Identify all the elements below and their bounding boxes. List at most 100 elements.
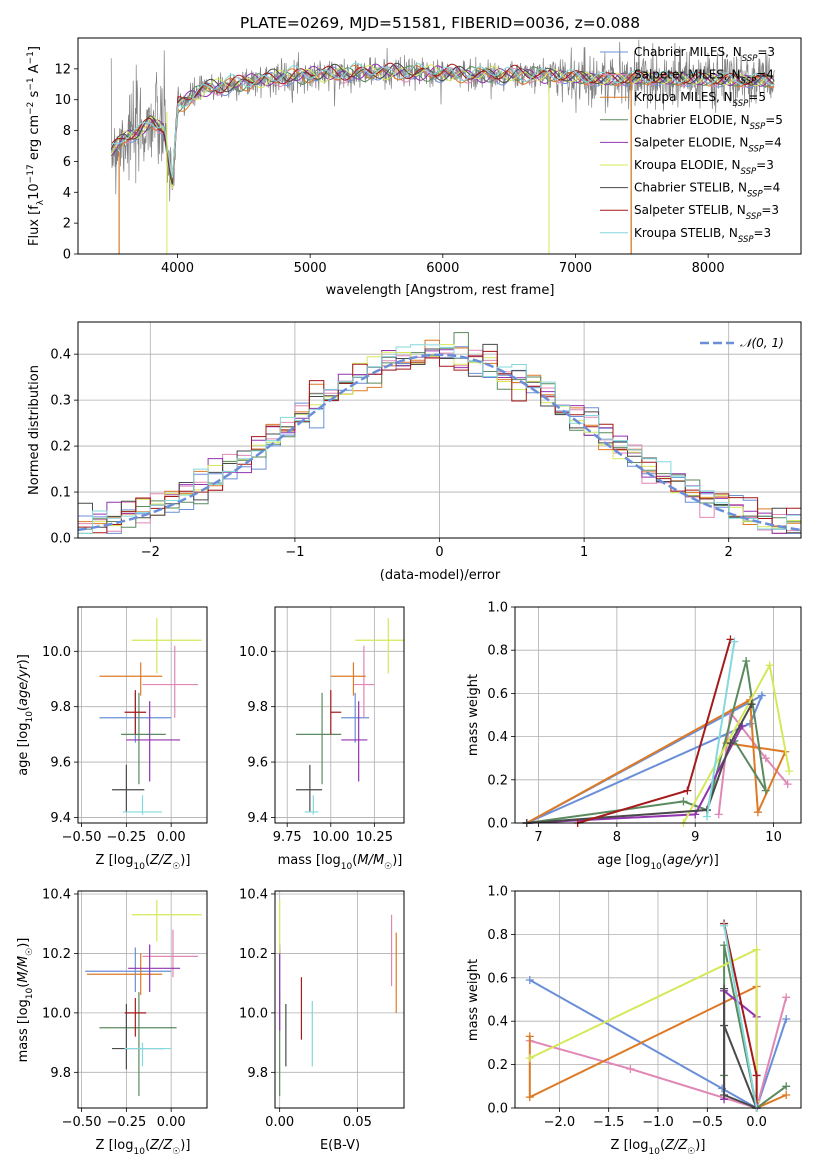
y-tick-label: 9.6 [50,756,71,771]
x-tick-label: 0 [435,545,443,560]
y-tick-label: 9.8 [50,1066,71,1081]
legend-suffix: =4 [764,135,782,149]
model-spectrum-line [111,62,775,179]
mass-weight-line [526,660,767,824]
label-part: ( [352,853,357,868]
label-part: −2 [26,102,36,115]
label-part: ] [27,46,42,51]
x-axis-label: wavelength [Angstrom, rest frame] [326,283,555,298]
label-part: M [16,971,31,982]
x-axis-label: Z [log10(Z/Z☉)] [611,1138,706,1157]
legend-text: Chabrier STELIB, N [634,181,747,195]
axes-Z-weight: −2.0 −1.5 −1.0 −0.5 0.0 0.0 0.2 0.4 0.6 0.8 1.0 Z [… [466,885,802,1157]
x-tick-label: 7000 [559,261,592,276]
y-tick-label: 9.4 [247,811,268,826]
label-part: ☉ [687,1147,695,1157]
axes-spectrum: 4000 5000 6000 7000 8000 0 2 4 6 8 10 12 wavelength … [26,37,802,298]
x-tick-label: 10.00 [312,830,349,845]
label-part: )] [392,853,402,868]
label-part: 10 [341,862,353,872]
y-tick-label: 9.4 [50,811,71,826]
plot-area [295,618,404,815]
label-part: ( [145,1138,150,1153]
x-tick-label: −0.50 [62,1115,102,1130]
x-tick-label: 1 [580,545,588,560]
mass-weight-line [529,979,788,1110]
label-part: erg cm [27,115,42,164]
y-axis-label: mass [log10(M/M☉)] [16,938,35,1063]
label-part: 10 [650,862,662,872]
y-tick-label: 6 [63,155,71,170]
x-tick-label: 5000 [294,261,327,276]
label-part: 10 [133,862,145,872]
label-part: 10 [133,1147,145,1157]
legend-sub: SSP [747,190,763,200]
y-tick-label: 0.2 [487,773,508,788]
legend-suffix: =3 [757,45,775,59]
data-point-marker [757,691,766,700]
label-part: M [357,853,368,868]
label-part: )] [709,853,719,868]
plot-area [525,919,791,1112]
label-part: / [158,853,165,868]
y-axis-label: Flux [fλ10−17 erg cm−2 s−1 A−1] [26,46,46,246]
x-tick-label: 6000 [426,261,459,276]
label-part: M [16,956,31,967]
plot-area [110,39,775,254]
label-part: Flux [f [27,205,42,246]
label-part: age [log [597,853,650,868]
y-tick-label: 10.0 [239,1006,268,1021]
legend-text: Salpeter ELODIE, N [634,135,748,149]
x-tick-label: 10 [765,830,782,845]
legend-suffix: =3 [754,226,772,240]
legend-label: Salpeter STELIB, NSSP=3 [634,203,779,222]
x-tick-label: 9.75 [273,830,302,845]
data-point-marker [720,1021,729,1030]
legend-label: Kroupa MILES, NSSP=5 [634,90,766,109]
label-part: A [27,64,42,77]
y-tick-label: 0.1 [50,486,71,501]
x-tick-label: 9 [691,830,699,845]
y-tick-label: 1.0 [487,601,508,616]
legend-suffix: =4 [756,68,774,82]
legend-label: Chabrier ELODIE, NSSP=5 [634,113,783,132]
mass-weight-line [706,641,736,817]
x-tick-label: −0.25 [106,1115,146,1130]
legend-label: 𝒩(0, 1) [740,336,784,350]
y-tick-label: 0.0 [487,1102,508,1117]
label-part: s [27,90,42,101]
y-tick-label: 0.6 [487,971,508,986]
label-part: / [673,1138,680,1153]
label-part: )] [16,938,31,948]
label-part: age/yr [16,663,31,706]
axes-frame [514,890,802,1109]
y-tick-label: 0.3 [50,394,71,409]
axes-Z-age: −0.50 −0.25 0.009.49.69.810.0Z [log10(Z/Z☉… [16,606,208,872]
label-part: )] [695,1138,705,1153]
data-point-marker [525,1093,534,1102]
label-part: Z [149,853,160,868]
label-part: wavelength [Angstrom, rest frame] [326,283,555,298]
legend-suffix: =3 [756,158,774,172]
legend-suffix: =3 [761,203,779,217]
label-part: / [368,853,375,868]
axes-frame [77,890,208,1109]
mass-weight-line [526,703,753,824]
legend-label: Kroupa STELIB, NSSP=3 [634,226,771,245]
x-tick-label: 7 [534,830,542,845]
y-tick-label: 0.4 [487,1015,508,1030]
label-part: 10 [648,1147,660,1157]
axes-residuals: −2 −1 0 1 2 0.0 0.1 0.2 0.3 0.4 (data-model)/error… [27,321,802,583]
y-tick-label: 0.4 [487,730,508,745]
data-point-marker [765,661,774,670]
label-part: ☉ [25,948,35,956]
x-axis-label: Z [log10(Z/Z☉)] [96,853,191,872]
residual-histogram [78,350,801,534]
model-spectrum-line [110,62,775,180]
plot-area [77,332,802,534]
legend: 𝒩(0, 1) [700,336,784,350]
legend-text: Salpeter MILES, N [634,68,741,82]
y-tick-label: 10.4 [42,887,71,902]
y-tick-label: 0.6 [487,687,508,702]
plot-area [85,899,202,1097]
